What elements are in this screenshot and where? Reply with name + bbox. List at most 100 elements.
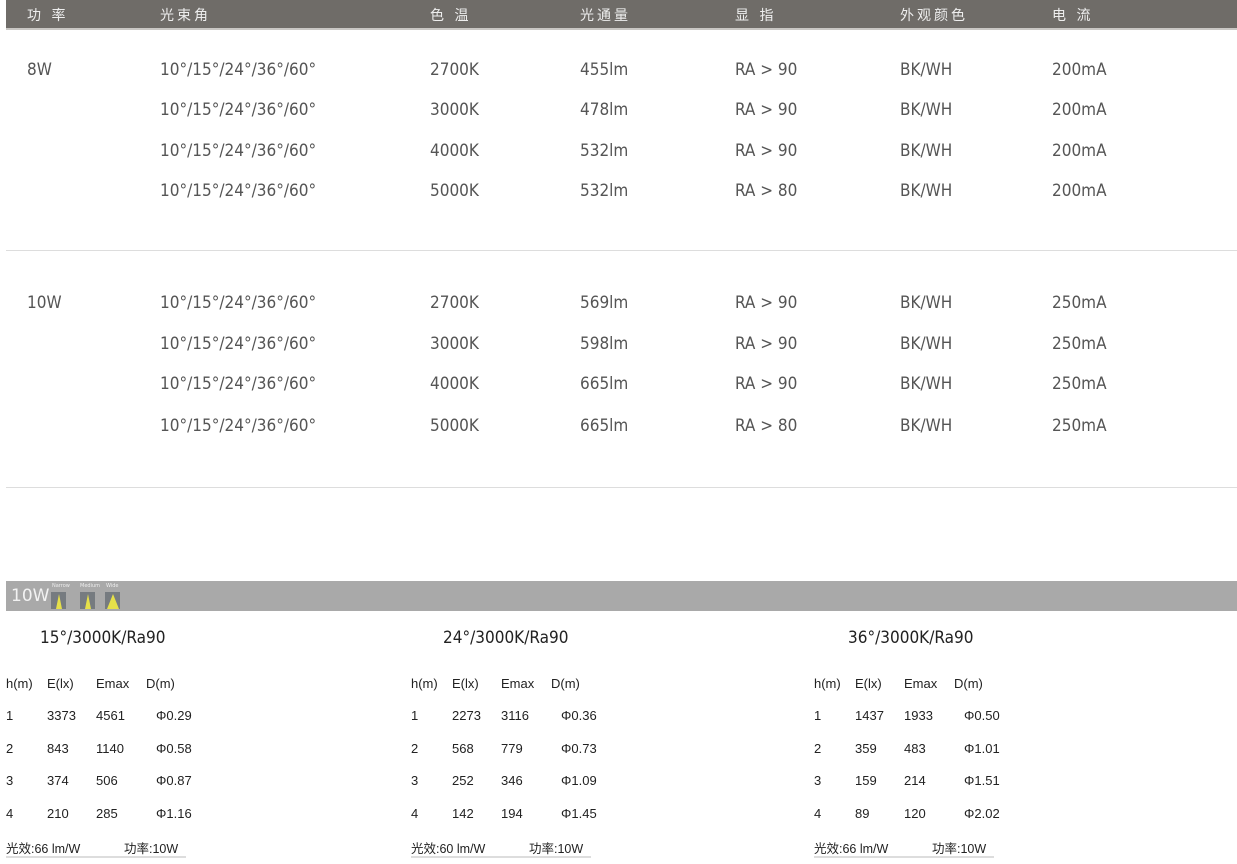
divider xyxy=(6,487,1237,488)
column-header: Emax xyxy=(96,676,130,691)
column-header: Emax xyxy=(501,676,535,691)
power-value: 10W xyxy=(27,293,62,313)
table-cell: 483 xyxy=(904,740,926,756)
table-cell: 359 xyxy=(855,740,877,756)
column-header: h(m) xyxy=(814,676,841,691)
column-header: E(lx) xyxy=(452,676,479,691)
table-cell: 346 xyxy=(501,773,523,788)
spec-cell: 200mA xyxy=(1052,100,1107,120)
spec-cell: 532lm xyxy=(580,181,629,201)
spec-cell: RA > 90 xyxy=(735,374,798,394)
narrow-beam-icon xyxy=(51,592,66,609)
table-cell: 568 xyxy=(452,740,474,756)
spec-cell: 200mA xyxy=(1052,181,1107,201)
rated-power: 功率:10W xyxy=(932,842,987,856)
block-footer: 光效:66 lm/W 功率:10W xyxy=(6,838,186,858)
spec-cell: RA > 90 xyxy=(735,293,798,313)
power-value: 8W xyxy=(27,60,52,80)
spec-cell: 10°/15°/24°/36°/60° xyxy=(160,141,317,161)
table-cell: Φ0.58 xyxy=(156,740,192,756)
beam-label-medium: Medium xyxy=(80,583,100,589)
table-cell: 4561 xyxy=(96,708,125,723)
table-cell: 1437 xyxy=(855,708,884,723)
spec-cell: 10°/15°/24°/36°/60° xyxy=(160,100,317,120)
spec-cell: 10°/15°/24°/36°/60° xyxy=(160,374,317,394)
table-cell: 1 xyxy=(6,708,14,723)
column-header: Emax xyxy=(904,676,938,691)
spec-cell: RA > 90 xyxy=(735,334,798,354)
spec-cell: 665lm xyxy=(580,416,629,436)
table-cell: 2 xyxy=(6,740,14,756)
table-cell: 1933 xyxy=(904,708,933,723)
spec-cell: BK/WH xyxy=(900,181,953,201)
table-cell: 120 xyxy=(904,805,926,821)
block-title: 15°/3000K/Ra90 xyxy=(40,628,166,648)
spec-cell: BK/WH xyxy=(900,334,953,354)
column-header: h(m) xyxy=(411,676,438,691)
spec-cell: 3000K xyxy=(430,100,479,120)
spec-cell: 250mA xyxy=(1052,334,1107,354)
header-cell: 功 率 xyxy=(27,8,69,24)
table-cell: 3116 xyxy=(501,708,529,723)
column-header: D(m) xyxy=(551,676,580,691)
table-cell: 779 xyxy=(501,740,523,756)
spec-cell: 4000K xyxy=(430,141,479,161)
spec-cell: 665lm xyxy=(580,374,629,394)
spec-cell: 2700K xyxy=(430,60,479,80)
spec-cell: RA > 80 xyxy=(735,416,798,436)
spec-cell: 10°/15°/24°/36°/60° xyxy=(160,293,317,313)
column-header: E(lx) xyxy=(47,676,74,691)
divider xyxy=(6,250,1237,251)
table-cell: 843 xyxy=(47,740,69,756)
medium-beam-icon xyxy=(80,592,95,609)
spec-cell: BK/WH xyxy=(900,416,953,436)
spec-cell: 10°/15°/24°/36°/60° xyxy=(160,334,317,354)
wide-beam-icon xyxy=(105,592,120,609)
column-header: E(lx) xyxy=(855,676,882,691)
efficacy: 光效:66 lm/W xyxy=(6,842,81,856)
table-cell: 159 xyxy=(855,773,877,788)
table-cell: 2273 xyxy=(452,708,481,723)
spec-cell: 569lm xyxy=(580,293,629,313)
spec-cell: BK/WH xyxy=(900,100,953,120)
spec-cell: 10°/15°/24°/36°/60° xyxy=(160,181,317,201)
rated-power: 功率:10W xyxy=(124,842,179,856)
table-cell: 1 xyxy=(411,708,419,723)
table-cell: 1140 xyxy=(96,740,124,756)
table-cell: Φ2.02 xyxy=(964,805,1000,821)
spec-cell: 598lm xyxy=(580,334,629,354)
spec-cell: 10°/15°/24°/36°/60° xyxy=(160,416,317,436)
table-cell: 285 xyxy=(96,805,118,821)
section-power: 10W xyxy=(11,586,50,606)
table-cell: 3373 xyxy=(47,708,76,723)
table-cell: Φ1.16 xyxy=(156,805,192,821)
table-cell: 3 xyxy=(411,773,419,788)
table-cell: 142 xyxy=(452,805,474,821)
header-cell: 电 流 xyxy=(1052,8,1094,24)
spec-cell: BK/WH xyxy=(900,293,953,313)
beam-label-narrow: Narrow xyxy=(52,583,70,589)
spec-cell: RA > 80 xyxy=(735,181,798,201)
table-cell: 4 xyxy=(814,805,822,821)
spec-cell: 478lm xyxy=(580,100,629,120)
spec-cell: BK/WH xyxy=(900,60,953,80)
spec-cell: 4000K xyxy=(430,374,479,394)
spec-cell: 2700K xyxy=(430,293,479,313)
table-cell: 89 xyxy=(855,805,870,821)
table-cell: 214 xyxy=(904,773,926,788)
header-cell: 光通量 xyxy=(580,8,631,24)
beam-label-wide: Wide xyxy=(106,583,119,589)
spec-cell: 250mA xyxy=(1052,416,1107,436)
efficacy: 光效:60 lm/W xyxy=(411,842,486,856)
header-cell: 光束角 xyxy=(160,8,211,24)
table-cell: 4 xyxy=(411,805,419,821)
header-cell: 外观颜色 xyxy=(900,8,968,24)
table-cell: Φ0.87 xyxy=(156,773,192,788)
table-cell: 2 xyxy=(814,740,822,756)
section-bar: 10W xyxy=(6,581,1237,611)
table-cell: Φ0.50 xyxy=(964,708,1000,723)
table-cell: 374 xyxy=(47,773,69,788)
table-cell: Φ1.01 xyxy=(964,740,1000,756)
table-cell: Φ1.51 xyxy=(964,773,1000,788)
block-title: 24°/3000K/Ra90 xyxy=(443,628,569,648)
